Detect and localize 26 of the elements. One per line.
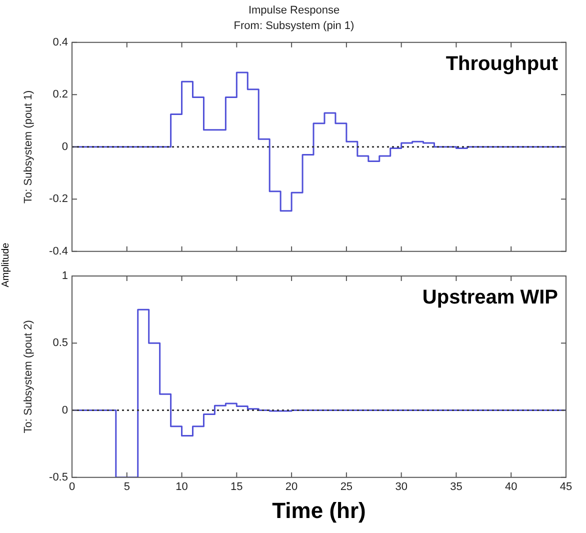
- y-tick-label: 1: [62, 270, 68, 282]
- y-tick-label: 0: [62, 140, 68, 153]
- x-tick-label: 10: [176, 481, 188, 494]
- y-axis-title: To: Subsystem (pout 2): [22, 320, 35, 434]
- annotation: Upstream WIP: [422, 286, 558, 309]
- x-tick-label: 15: [230, 481, 243, 494]
- x-tick-label: 40: [504, 481, 518, 494]
- y-tick-label: 0.2: [52, 88, 68, 101]
- x-tick-label: 20: [285, 481, 298, 494]
- y-tick-label: -0.4: [49, 245, 68, 258]
- x-tick-label: 25: [340, 481, 353, 494]
- annotation: Throughput: [446, 52, 558, 75]
- text: Amplitude: [0, 242, 12, 288]
- y-tick-label: 0.4: [52, 36, 68, 48]
- x-tick-label: 30: [395, 481, 408, 494]
- y-tick-label: -0.5: [49, 471, 68, 484]
- x-tick-label: 45: [560, 481, 572, 494]
- x-axis-title: Time (hr): [272, 498, 366, 523]
- y-tick-label: -0.2: [49, 193, 68, 206]
- y-tick-label: 0: [62, 404, 68, 416]
- y-tick-label: 0.5: [52, 337, 68, 350]
- chart-title: Impulse Response: [248, 4, 340, 17]
- chart-subtitle: From: Subsystem (pin 1): [234, 20, 354, 32]
- x-tick-label: 5: [124, 481, 130, 494]
- x-tick-label: 35: [450, 481, 462, 494]
- y-axis-title: To: Subsystem (pout 1): [22, 90, 35, 204]
